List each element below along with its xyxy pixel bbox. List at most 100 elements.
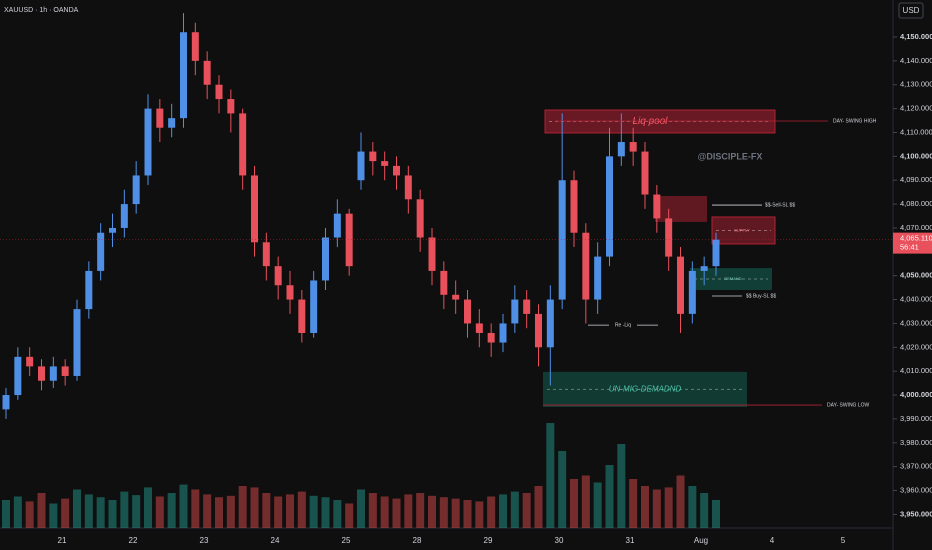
- volume-bar: [380, 496, 389, 528]
- watermark: @DISCIPLE-FX: [698, 151, 763, 161]
- volume-bar: [558, 451, 567, 528]
- volume-bar: [475, 501, 484, 528]
- symbol-title: XAUUSD · 1h · OANDA: [4, 7, 79, 14]
- zone-label: Liq pool: [632, 116, 668, 127]
- candle-body: [535, 313, 542, 348]
- zone-label: DEMAND: [724, 276, 741, 281]
- candle-body: [38, 366, 45, 381]
- currency-button[interactable]: [898, 2, 924, 19]
- candle-body: [511, 299, 519, 324]
- candle-body: [322, 237, 329, 281]
- x-tick-label: 4: [770, 536, 775, 545]
- volume-bar: [25, 501, 34, 528]
- candle-body: [606, 156, 613, 257]
- zone: [544, 109, 776, 134]
- volume-bar: [522, 493, 531, 528]
- y-tick-label: 4,040.000: [900, 295, 932, 304]
- volume-bar: [132, 495, 141, 528]
- x-tick-label: 30: [555, 536, 564, 545]
- volume-bar: [309, 495, 318, 528]
- currency-label[interactable]: USD: [903, 6, 920, 15]
- candle-body: [393, 165, 400, 176]
- volume-bar: [84, 494, 93, 528]
- candle-body: [653, 194, 661, 219]
- volume-bar: [439, 497, 448, 528]
- volume-bar: [676, 475, 685, 528]
- candle-body: [487, 332, 495, 343]
- volume-bar: [191, 489, 200, 528]
- candle-body: [582, 232, 590, 300]
- zone: [711, 216, 776, 245]
- y-tick-label: 4,020.000: [900, 342, 932, 351]
- candle-body: [416, 199, 424, 238]
- volume-bar: [605, 465, 614, 528]
- volume-bar: [203, 494, 212, 528]
- candle-body: [85, 270, 93, 310]
- candle-body: [156, 108, 164, 128]
- volume-bar: [593, 482, 602, 528]
- x-tick-label: 25: [342, 536, 351, 545]
- volume-bar: [499, 494, 507, 528]
- candle-body: [712, 239, 720, 267]
- candle-body: [14, 356, 22, 396]
- candle-body: [333, 213, 341, 238]
- x-tick-label: 5: [841, 536, 846, 545]
- volume-bar: [357, 489, 365, 528]
- volume-bar: [96, 497, 105, 528]
- candle-body: [251, 175, 258, 243]
- candle-body: [475, 323, 483, 333]
- candle-body: [570, 180, 578, 233]
- y-tick-label: 4,110.000: [900, 127, 932, 136]
- candle-body: [26, 356, 34, 367]
- x-tick-label: 22: [129, 536, 138, 545]
- volume-bar: [262, 493, 271, 528]
- level-label: $$ Buy-SL $$: [746, 293, 776, 299]
- candle-body: [688, 270, 696, 314]
- y-tick-label: 4,070.000: [900, 223, 932, 232]
- y-tick-label: 3,970.000: [900, 462, 932, 471]
- volume-bar: [250, 487, 259, 528]
- candle-body: [345, 213, 353, 267]
- last-price-label: 4,065.110: [900, 234, 932, 243]
- zone-label: UN-MIG-DEMADND: [609, 385, 682, 394]
- candle-body: [239, 113, 247, 176]
- y-tick-label: 3,960.000: [900, 486, 932, 495]
- volume-bar: [581, 475, 590, 528]
- volume-bar: [451, 498, 460, 528]
- volume-bar: [333, 500, 342, 528]
- volume-bar: [73, 489, 81, 528]
- volume-bar: [629, 479, 638, 528]
- y-tick-label: 4,030.000: [900, 318, 932, 327]
- x-tick-label: 28: [413, 536, 422, 545]
- candle-body: [168, 118, 176, 128]
- candle-body: [594, 256, 602, 300]
- zone: [655, 195, 707, 222]
- candle-body: [286, 285, 294, 300]
- candle-body: [73, 309, 81, 376]
- level-label: Re -Liq: [615, 322, 631, 328]
- candle-body: [61, 366, 69, 376]
- volume-bar: [321, 497, 330, 528]
- volume-bar: [416, 493, 425, 528]
- candle-body: [440, 270, 448, 295]
- volume-bar: [61, 498, 70, 528]
- y-tick-label: 3,980.000: [900, 438, 932, 447]
- candle-body: [49, 366, 57, 381]
- y-tick-label: 3,950.000: [900, 509, 932, 518]
- candle-body: [298, 299, 306, 333]
- y-tick-label: 4,140.000: [900, 56, 932, 65]
- y-tick-label: 3,990.000: [900, 414, 932, 423]
- candle-body: [558, 180, 566, 300]
- level-label: DAY- SWING LOW: [827, 402, 870, 408]
- y-tick-label: 4,150.000: [900, 32, 932, 41]
- candle-body: [109, 227, 116, 233]
- candle-body: [274, 266, 282, 286]
- y-tick-label: 4,010.000: [900, 366, 932, 375]
- volume-bar: [641, 486, 649, 528]
- level-label-bg: [609, 320, 637, 331]
- zone: [543, 371, 747, 407]
- volume-bar: [463, 500, 472, 528]
- volume-bar: [297, 491, 306, 528]
- candle-body: [2, 395, 10, 410]
